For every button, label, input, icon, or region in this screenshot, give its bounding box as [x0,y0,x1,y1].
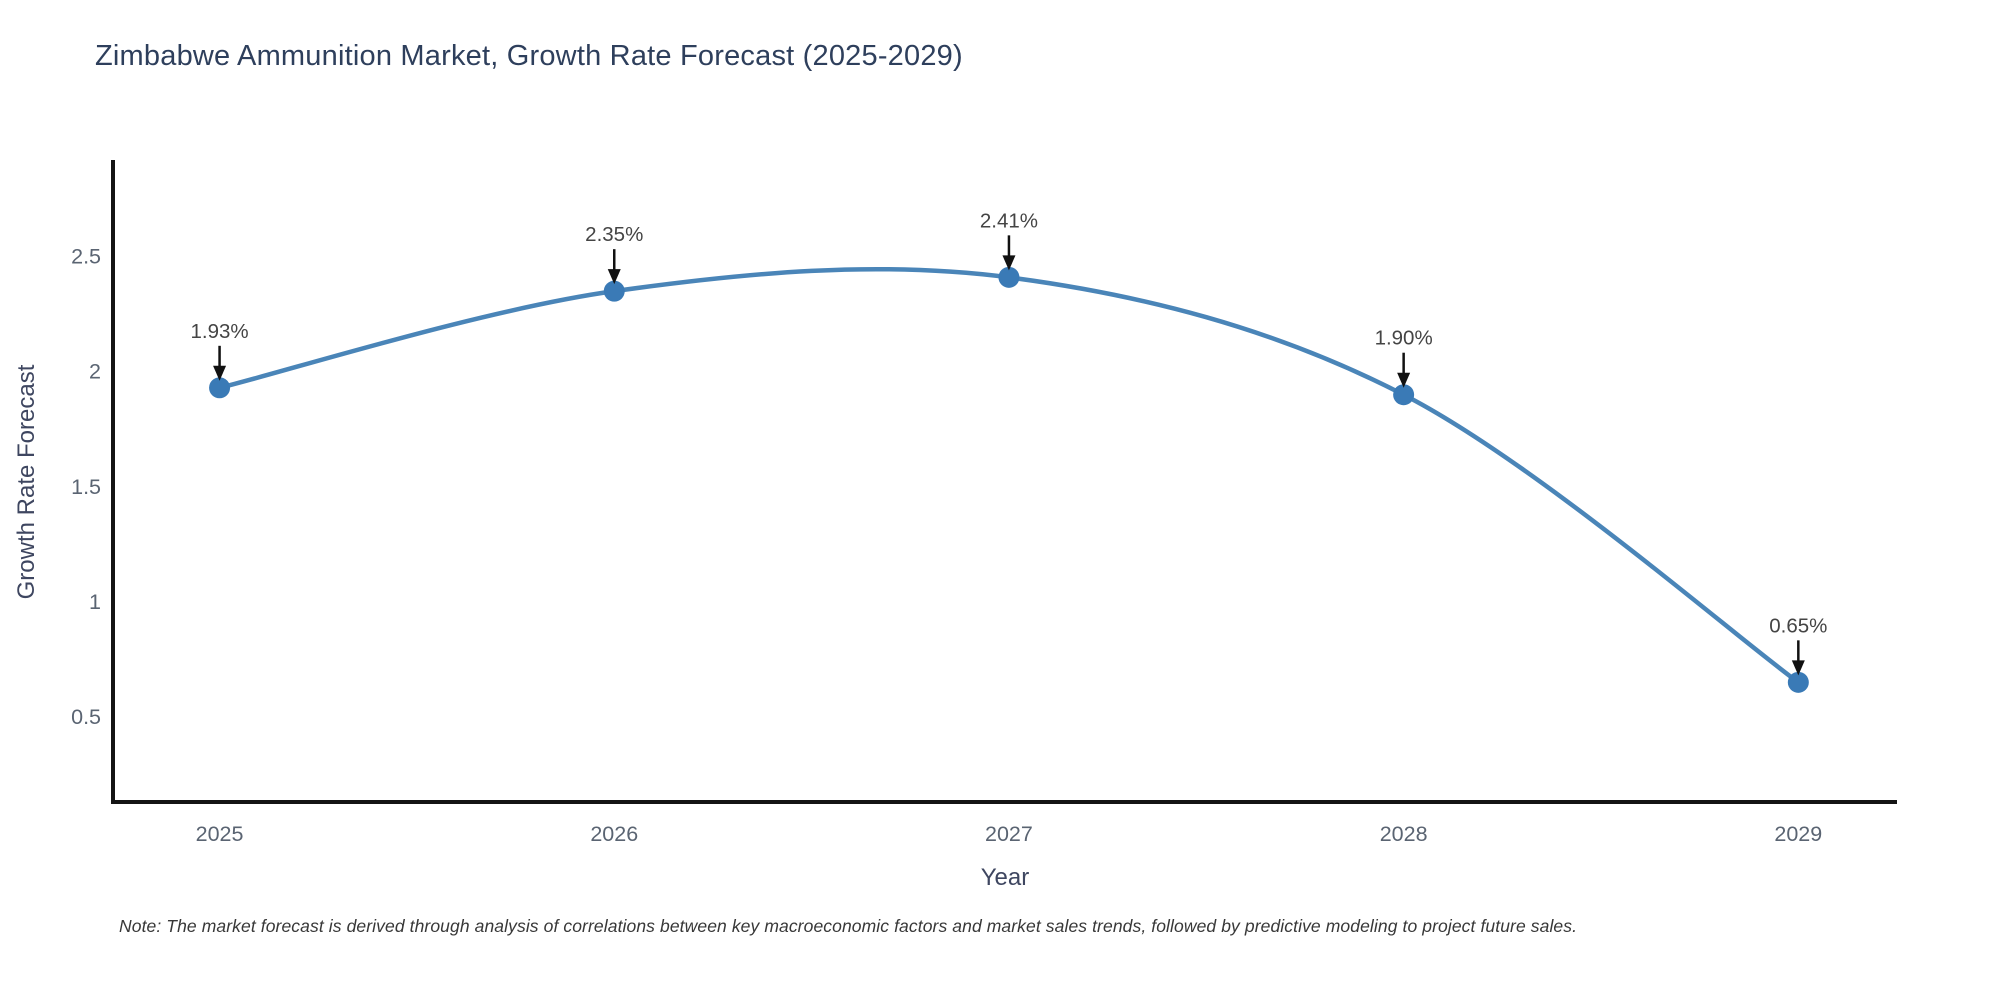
data-point[interactable] [1787,671,1809,693]
chart-title: Zimbabwe Ammunition Market, Growth Rate … [95,40,963,72]
x-tick-label: 2029 [1774,822,1822,846]
y-axis-title: Growth Rate Forecast [13,364,40,600]
x-tick-label: 2025 [196,822,244,846]
data-point[interactable] [998,266,1020,288]
data-point[interactable] [1393,384,1415,406]
point-value-label: 1.93% [190,320,248,343]
y-tick-label: 1.5 [71,475,101,499]
data-point[interactable] [209,377,231,399]
footnote: Note: The market forecast is derived thr… [119,916,1578,936]
x-tick-label: 2026 [590,822,638,846]
y-tick-label: 0.5 [71,705,101,729]
annotation-arrow-head [1791,660,1805,676]
y-tick-label: 2 [89,360,101,384]
annotation-arrow-head [213,365,227,381]
point-value-label: 0.65% [1769,614,1827,637]
point-value-label: 1.90% [1375,327,1433,350]
annotation-arrow-head [1397,372,1411,388]
point-value-label: 2.35% [585,223,643,246]
data-point[interactable] [603,280,625,302]
y-tick-label: 1 [89,590,101,614]
x-axis-title: Year [980,864,1030,891]
annotation-arrow-head [607,269,621,285]
x-tick-label: 2027 [985,822,1033,846]
forecast-line [217,266,1801,685]
annotation-arrow-head [1002,255,1016,271]
point-value-label: 2.41% [980,209,1038,232]
x-tick-label: 2028 [1380,822,1428,846]
y-tick-label: 2.5 [71,245,101,269]
